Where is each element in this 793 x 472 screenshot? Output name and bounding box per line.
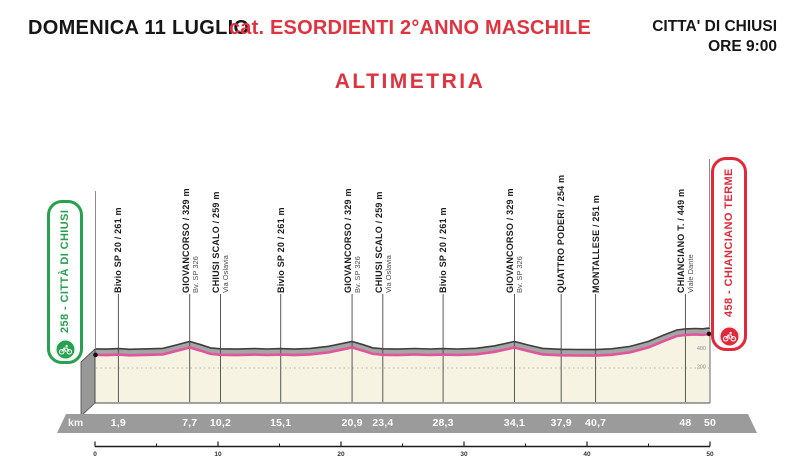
ruler-tick-label: 10 — [214, 451, 222, 458]
start-time-label: ORE 9:00 — [708, 38, 777, 55]
ruler-tick-label: 50 — [706, 451, 714, 458]
cyclist-icon — [718, 326, 740, 347]
start-place-label: CITTA' DI CHIUSI — [652, 18, 777, 35]
profile-top-band — [95, 327, 710, 356]
finish-dot — [706, 331, 712, 337]
ruler-tick-label: 20 — [337, 451, 345, 458]
km-unit-label: km — [68, 417, 84, 429]
cyclist-icon — [54, 339, 76, 360]
elevation-mark-label: 200 — [697, 365, 706, 371]
profile-top-outline — [94, 327, 711, 351]
page-title: ALTIMETRIA — [334, 70, 486, 93]
start-badge: 258 - CITTÀ DI CHIUSI — [47, 200, 83, 364]
ruler-tick-label: 30 — [460, 451, 468, 458]
km-scale-bar: km — [57, 414, 757, 433]
finish-badge-label: 458 - CHIANCIANO TERME — [723, 168, 735, 318]
route-line — [94, 332, 711, 357]
elevation-mark-label: 400 — [697, 346, 706, 352]
ruler-tick-label: 0 — [93, 451, 97, 458]
start-dot — [93, 352, 98, 358]
finish-badge: 458 - CHIANCIANO TERME — [711, 157, 747, 351]
start-badge-label: 258 - CITTÀ DI CHIUSI — [59, 209, 71, 333]
profile-side-face — [80, 347, 96, 417]
ruler-tick-label: 40 — [583, 451, 591, 458]
race-date-label: DOMENICA 11 LUGLIO — [28, 17, 250, 39]
race-category-label: cat. ESORDIENTI 2°ANNO MASCHILE — [228, 17, 592, 39]
